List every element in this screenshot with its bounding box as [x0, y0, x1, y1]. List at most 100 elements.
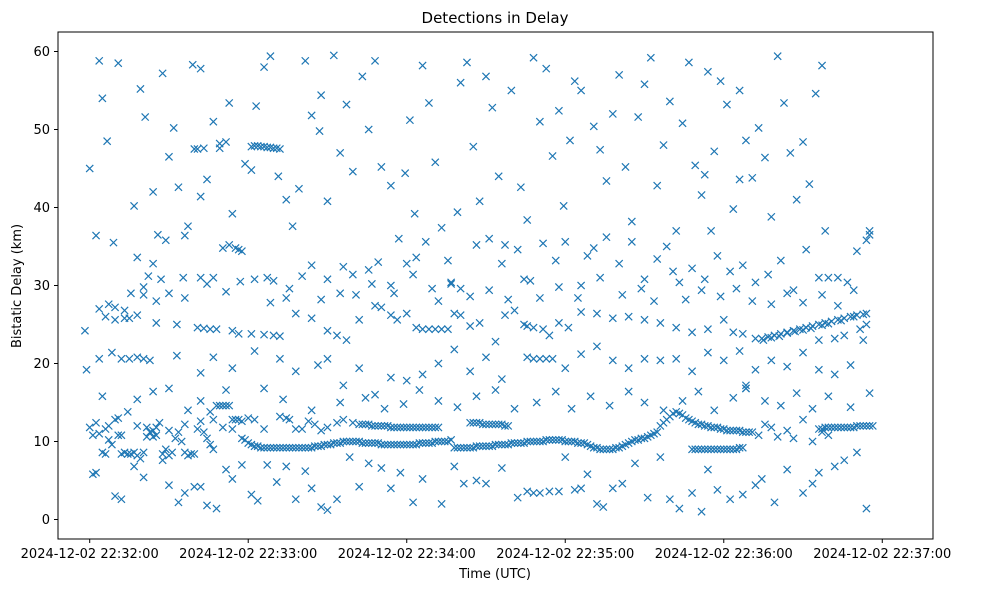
- data-point: [418, 474, 427, 483]
- data-point: [491, 420, 500, 429]
- data-point: [688, 488, 697, 498]
- data-point: [561, 437, 570, 446]
- data-point: [456, 311, 465, 320]
- data-point: [748, 428, 757, 437]
- data-point: [367, 421, 376, 430]
- data-point: [272, 443, 281, 452]
- data-point: [491, 337, 500, 346]
- data-point: [577, 307, 586, 317]
- data-point: [329, 51, 338, 60]
- data-point: [862, 421, 871, 430]
- data-point: [193, 424, 202, 434]
- data-point: [466, 443, 475, 452]
- data-point: [846, 403, 855, 412]
- data-point: [726, 495, 735, 504]
- data-point: [114, 59, 123, 68]
- data-point: [760, 420, 769, 429]
- data-point: [500, 311, 510, 320]
- data-point: [424, 423, 433, 432]
- data-point: [263, 273, 272, 282]
- data-point: [310, 420, 319, 429]
- data-point: [865, 230, 874, 239]
- data-point: [386, 311, 395, 320]
- data-point: [729, 205, 738, 214]
- data-point: [596, 273, 605, 282]
- data-point: [738, 261, 747, 270]
- data-point: [577, 86, 586, 95]
- data-point: [377, 421, 386, 430]
- data-point: [859, 421, 868, 430]
- data-point: [833, 273, 842, 282]
- data-point: [630, 435, 640, 444]
- data-point: [700, 170, 709, 179]
- data-point: [520, 275, 529, 284]
- data-point: [421, 423, 430, 432]
- data-point: [472, 442, 481, 451]
- data-point: [394, 234, 403, 243]
- y-tick-label: 10: [33, 435, 50, 450]
- data-point: [719, 445, 728, 454]
- data-point: [456, 284, 465, 293]
- data-point: [697, 286, 706, 295]
- data-point: [443, 325, 452, 334]
- data-point: [808, 404, 817, 413]
- data-point: [466, 418, 475, 427]
- data-point: [535, 437, 544, 446]
- data-point: [206, 407, 215, 416]
- data-point: [291, 424, 300, 434]
- data-point: [431, 325, 440, 334]
- data-point: [149, 259, 158, 268]
- data-point: [82, 365, 91, 374]
- data-point: [599, 502, 608, 512]
- data-point: [152, 297, 161, 306]
- data-point: [824, 392, 833, 401]
- data-point: [323, 326, 332, 335]
- data-point: [348, 270, 357, 279]
- data-point: [130, 201, 139, 210]
- data-point: [371, 390, 380, 399]
- data-point: [862, 236, 871, 245]
- data-point: [418, 439, 427, 448]
- data-point: [589, 443, 598, 452]
- data-point: [627, 237, 636, 246]
- data-point: [323, 275, 332, 284]
- data-point: [688, 328, 697, 337]
- data-point: [209, 445, 218, 454]
- data-point: [513, 493, 522, 502]
- data-point: [783, 362, 792, 371]
- data-point: [770, 498, 779, 507]
- data-point: [437, 437, 446, 446]
- data-point: [748, 297, 757, 306]
- data-point: [500, 421, 510, 430]
- data-point: [462, 58, 471, 67]
- data-point: [659, 141, 668, 150]
- data-point: [409, 498, 418, 507]
- plot-frame: [57, 31, 934, 540]
- data-point: [478, 442, 487, 451]
- data-point: [386, 181, 395, 190]
- data-point: [377, 162, 386, 171]
- data-point: [551, 256, 560, 265]
- data-point: [421, 237, 430, 246]
- data-point: [716, 424, 725, 434]
- data-point: [805, 180, 814, 189]
- data-point: [431, 158, 440, 167]
- data-point: [424, 325, 433, 334]
- data-point: [554, 106, 563, 115]
- data-point: [218, 244, 227, 253]
- data-point: [107, 348, 116, 357]
- x-tick-label: 2024-12-02 22:35:00: [496, 547, 634, 562]
- data-point: [285, 443, 294, 452]
- data-point: [402, 309, 411, 318]
- data-point: [529, 437, 538, 446]
- data-point: [380, 440, 389, 449]
- data-point: [697, 445, 706, 454]
- data-point: [640, 354, 649, 363]
- y-tick-label: 60: [33, 45, 50, 60]
- data-point: [497, 440, 506, 449]
- data-point: [719, 356, 728, 365]
- data-point: [152, 318, 161, 327]
- data-point: [624, 364, 633, 373]
- data-point: [535, 354, 544, 363]
- data-point: [304, 443, 313, 452]
